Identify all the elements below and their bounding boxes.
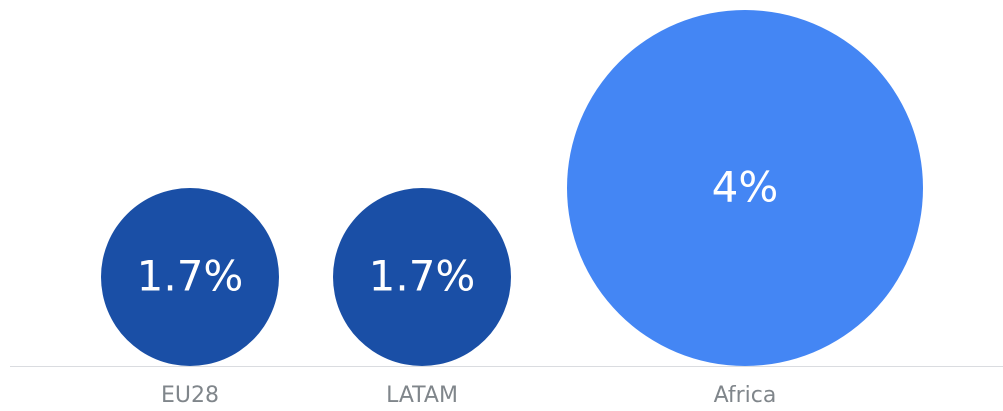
category-label: LATAM bbox=[386, 383, 458, 408]
bubble bbox=[567, 10, 923, 366]
value-label: 1.7% bbox=[137, 252, 244, 301]
bubble bbox=[333, 188, 511, 366]
bubble bbox=[101, 188, 279, 366]
category-label: EU28 bbox=[161, 383, 219, 408]
category-label: Africa bbox=[714, 383, 777, 408]
value-label: 1.7% bbox=[369, 252, 476, 301]
value-label: 4% bbox=[712, 163, 779, 212]
